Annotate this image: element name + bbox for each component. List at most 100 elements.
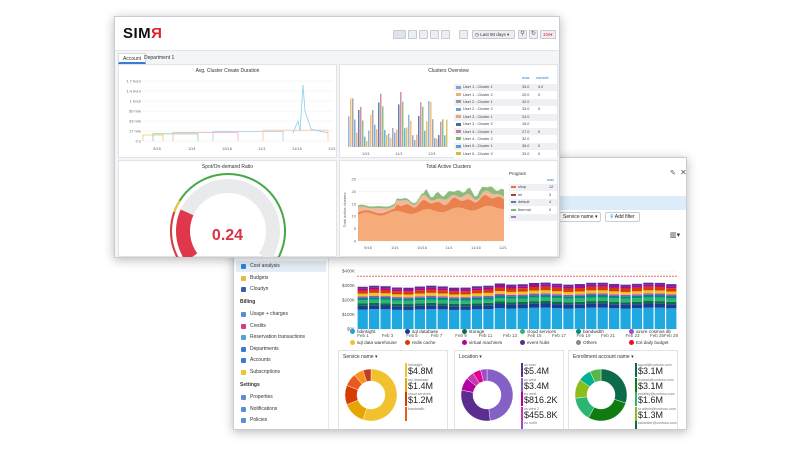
sidebar-item-reservation-transactions[interactable]: Reservation transactions bbox=[236, 332, 326, 343]
sidebar-item-departments[interactable]: Departments bbox=[236, 344, 326, 355]
table-row[interactable]: User 1 - Cluster 1 33.0 4.0 bbox=[454, 84, 557, 91]
legend-row[interactable]: shop 12 bbox=[509, 184, 557, 191]
table-row[interactable]: User 5 - Cluster 2 33.0 0 bbox=[454, 150, 557, 158]
table-row[interactable]: User 4 - Cluster 2 32.0 bbox=[454, 135, 557, 143]
donut-slice bbox=[600, 368, 628, 404]
duration-series bbox=[172, 132, 239, 141]
cost-bar bbox=[471, 286, 483, 329]
table-cell-max: 36.0 bbox=[522, 144, 530, 149]
legend-row[interactable] bbox=[509, 214, 557, 222]
tv-mode-icon[interactable] bbox=[459, 30, 468, 39]
table-row[interactable]: User 3 - Cluster 2 16.0 bbox=[454, 121, 557, 128]
table-header-cell[interactable]: current bbox=[536, 75, 549, 80]
kpi-color-bar bbox=[635, 392, 637, 406]
donut-chart bbox=[574, 368, 628, 422]
save-icon[interactable] bbox=[430, 30, 439, 39]
sidebar-item-usage-charges[interactable]: Usage + charges bbox=[236, 309, 326, 320]
table-header-cell[interactable]: max bbox=[522, 75, 530, 80]
sidebar-item-cloudyn[interactable]: Cloudyn bbox=[236, 284, 326, 295]
overview-table-header: max current bbox=[454, 75, 557, 83]
overview-bar bbox=[396, 129, 398, 147]
zoom-out-icon[interactable]: ⚲ bbox=[518, 30, 527, 39]
sidebar-item-policies[interactable]: Policies bbox=[236, 415, 326, 426]
y-tick-label: 0 s bbox=[136, 139, 141, 144]
sidebar-item-credits[interactable]: Credits bbox=[236, 321, 326, 332]
close-icon[interactable]: ✕ bbox=[680, 168, 687, 177]
star-icon[interactable] bbox=[408, 30, 417, 39]
overview-bar bbox=[360, 106, 362, 147]
donut-slice bbox=[480, 368, 488, 382]
kpi-color-bar bbox=[635, 421, 637, 429]
sidebar-item-label: Accounts bbox=[250, 357, 271, 364]
duration-series bbox=[152, 133, 199, 141]
departments-icon bbox=[241, 346, 246, 352]
share-icon[interactable] bbox=[419, 30, 428, 39]
table-row[interactable]: User 1 - Cluster 2 20.0 0 bbox=[454, 91, 557, 99]
legend-label: redis cache bbox=[412, 340, 436, 345]
cost-bar bbox=[517, 284, 528, 329]
donut-header[interactable]: Enrollment account name ▾ bbox=[573, 354, 634, 360]
kpi-item: eu west $816.2K bbox=[521, 392, 558, 406]
refresh-interval-picker[interactable]: 10s▾ bbox=[540, 30, 556, 39]
legend-item: redis cache bbox=[405, 340, 436, 345]
chevron-down-icon: ▾ bbox=[594, 214, 598, 220]
time-range-picker[interactable]: ◷ Last 90 days ▾ bbox=[472, 30, 515, 39]
service-name-filter[interactable]: Service name ▾ bbox=[559, 212, 602, 222]
table-cell-max: 20.0 bbox=[522, 92, 530, 97]
tab-department-1[interactable]: Department 1 bbox=[140, 53, 178, 64]
table-row[interactable]: User 3 - Cluster 1 24.0 bbox=[454, 113, 557, 121]
cost-bar bbox=[494, 283, 505, 329]
legend-label: cloud services bbox=[527, 329, 557, 334]
table-row[interactable]: User 4 - Cluster 1 27.0 0 bbox=[454, 128, 557, 136]
kpi-label: us west bbox=[524, 377, 537, 382]
usage-charges-icon bbox=[241, 312, 246, 317]
cost-bar bbox=[563, 284, 574, 329]
pin-icon[interactable]: ✎ bbox=[670, 170, 676, 177]
tab-account[interactable]: Account bbox=[118, 53, 147, 64]
add-filter-button[interactable]: ⚲ Add filter bbox=[605, 212, 640, 222]
sidebar-item-notifications[interactable]: Notifications bbox=[236, 404, 326, 415]
sidebar-item-label: Departments bbox=[250, 345, 279, 352]
donut-header[interactable]: Service name ▾ bbox=[343, 354, 377, 360]
legend-row[interactable]: default 4 bbox=[509, 199, 557, 207]
legend-item: Exl daily budget bbox=[629, 340, 668, 345]
sidebar-item-subscriptions[interactable]: Subscriptions bbox=[236, 367, 326, 378]
cost-bar bbox=[529, 282, 540, 329]
add-panel-button[interactable] bbox=[393, 30, 406, 39]
table-row[interactable]: User 5 - Cluster 1 36.0 0 bbox=[454, 143, 557, 151]
table-row[interactable]: User 2 - Cluster 1 32.0 bbox=[454, 98, 557, 106]
sidebar-item-cost-analysis[interactable]: Cost analysis bbox=[236, 261, 326, 272]
x-tick-label: Feb 9 bbox=[455, 333, 467, 338]
overview-bar bbox=[414, 140, 416, 147]
legend-label: sql data warehouse bbox=[357, 340, 397, 345]
kpi-value: $1.4M bbox=[408, 380, 434, 391]
tab-account-label: Account bbox=[123, 56, 142, 62]
gauge-threshold-yellow bbox=[173, 200, 181, 213]
chart-type-icon[interactable]: ▥▾ bbox=[670, 232, 681, 239]
y-tick-label: $200K bbox=[342, 298, 355, 303]
legend-max-header[interactable]: max bbox=[547, 178, 555, 182]
overview-bar bbox=[428, 101, 430, 147]
sidebar-item-accounts[interactable]: Accounts bbox=[236, 355, 326, 366]
sidebar-item-budgets[interactable]: Budgets bbox=[236, 273, 326, 284]
sidebar-item-properties[interactable]: Properties bbox=[236, 392, 326, 403]
legend-swatch bbox=[520, 340, 525, 345]
settings-gear-icon[interactable] bbox=[441, 30, 450, 39]
overview-bar bbox=[402, 101, 404, 147]
legend-row[interactable]: ml 3 bbox=[509, 191, 557, 199]
kpi-label: eu west bbox=[524, 392, 537, 396]
table-cell-max: 33.0 bbox=[522, 85, 530, 90]
active-legend: Program max shop 12 ml 3 default 4 thermal 0 bbox=[509, 171, 557, 241]
chevron-down-icon: ▾ bbox=[373, 354, 378, 360]
legend-max: 12 bbox=[549, 185, 554, 190]
overview-bar bbox=[446, 119, 448, 147]
donut-slice bbox=[486, 368, 514, 422]
kpi-value: $4.8M bbox=[408, 366, 434, 376]
kpi-item: prbaliey@contoso.com $1.6M bbox=[635, 392, 675, 406]
active-area-series bbox=[358, 186, 504, 209]
legend-row[interactable]: thermal 0 bbox=[509, 206, 557, 214]
x-tick-label: 11/16 bbox=[292, 146, 302, 151]
table-row[interactable]: User 2 - Cluster 2 33.0 0 bbox=[454, 106, 557, 114]
donut-header[interactable]: Location ▾ bbox=[459, 354, 482, 360]
refresh-icon[interactable]: ↻ bbox=[529, 30, 538, 39]
